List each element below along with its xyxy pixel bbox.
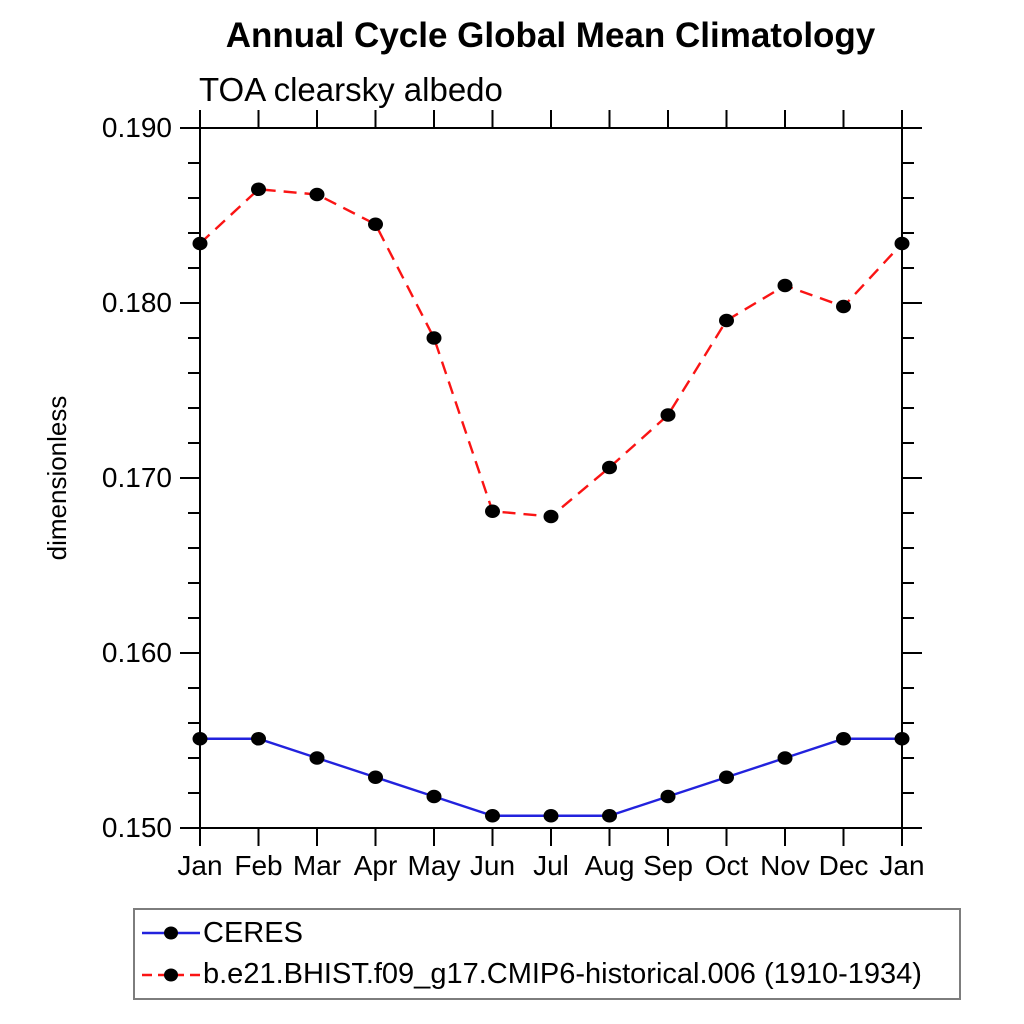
data-point-marker [894, 731, 910, 746]
y-tick-label: 0.160 [102, 637, 172, 668]
legend-item-ceres: CERES [140, 915, 959, 951]
x-tick-label: Nov [760, 850, 810, 881]
data-point-marker [368, 217, 383, 232]
data-point-marker [192, 731, 208, 746]
data-point-marker [368, 770, 383, 785]
data-point-marker [251, 182, 266, 197]
data-point-marker [543, 509, 559, 524]
data-point-marker [660, 789, 676, 804]
data-point-marker [777, 751, 793, 765]
data-point-marker [426, 331, 442, 345]
data-point-marker [836, 731, 851, 746]
x-tick-label: Jan [177, 850, 222, 881]
data-point-marker [894, 236, 910, 251]
ceres-swatch-marker [164, 926, 178, 940]
legend-item-model: b.e21.BHIST.f09_g17.CMIP6-historical.006… [140, 957, 959, 993]
x-tick-label: Sep [643, 850, 693, 881]
data-point-marker [485, 504, 500, 519]
series-model [192, 182, 910, 524]
x-axis-labels: Jan Feb Mar Apr May Jun Jul Aug Sep Oct Nov Dec Jan [177, 850, 924, 881]
x-tick-label: Aug [585, 850, 635, 881]
data-point-marker [777, 278, 793, 293]
chart-title: Annual Cycle Global Mean Climatology [225, 16, 876, 55]
chart-subtitle: TOA clearsky albedo [199, 71, 503, 108]
series-ceres [192, 731, 910, 823]
data-point-marker [192, 236, 208, 251]
data-point-marker [543, 808, 559, 823]
data-point-marker [602, 460, 617, 475]
legend-label-model: b.e21.BHIST.f09_g17.CMIP6-historical.006… [203, 958, 922, 991]
data-point-marker [309, 187, 325, 202]
data-point-marker [719, 313, 734, 328]
x-tick-label: May [408, 850, 461, 881]
y-axis-title: dimensionless [42, 396, 72, 561]
series-line-model [199, 188, 903, 518]
x-tick-label: Oct [705, 850, 749, 881]
data-point-marker [602, 808, 617, 823]
x-tick-label: Jul [533, 850, 569, 881]
series-line-ceres [200, 737, 902, 817]
model-swatch-marker [164, 968, 178, 982]
axes [180, 110, 922, 846]
y-tick-label: 0.180 [102, 287, 172, 318]
x-tick-label: Mar [293, 850, 341, 881]
data-point-marker [426, 789, 442, 804]
data-point-marker [836, 299, 851, 314]
legend-box: CERES b.e21.BHIST.f09_g17.CMIP6-historic… [133, 908, 961, 1000]
data-point-marker [719, 770, 734, 785]
legend-label-ceres: CERES [203, 916, 303, 949]
data-point-marker [309, 751, 325, 765]
ceres-line-swatch [142, 926, 200, 940]
x-tick-label: Feb [234, 850, 282, 881]
data-point-marker [485, 808, 500, 823]
x-tick-label: Jun [470, 850, 515, 881]
x-tick-label: Dec [819, 850, 869, 881]
x-tick-label: Apr [354, 850, 398, 881]
y-tick-label: 0.170 [102, 462, 172, 493]
y-axis-labels: 0.150 0.160 0.170 0.180 0.190 [102, 112, 172, 843]
data-point-marker [660, 408, 676, 422]
x-tick-label: Jan [879, 850, 924, 881]
data-point-marker [251, 731, 266, 746]
y-tick-label: 0.190 [102, 112, 172, 143]
model-line-swatch [142, 968, 200, 982]
y-tick-label: 0.150 [102, 812, 172, 843]
